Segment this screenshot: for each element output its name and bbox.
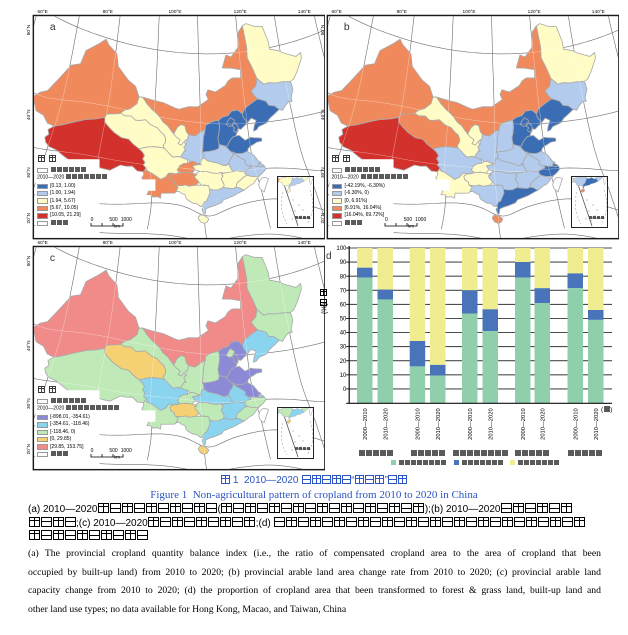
svg-text:km: km: [408, 224, 414, 229]
svg-text:140°E: 140°E: [297, 239, 310, 245]
svg-text:50: 50: [340, 317, 347, 323]
svg-text:2010—2020: 2010—2020: [384, 408, 390, 440]
svg-text:40°N: 40°N: [26, 339, 32, 350]
svg-text:20: 20: [340, 359, 347, 365]
svg-text:50°N: 50°N: [26, 255, 32, 266]
svg-text:2000—2010: 2000—2010: [416, 408, 422, 440]
svg-text:2000—2010: 2000—2010: [468, 408, 474, 440]
svg-text:120°E: 120°E: [233, 239, 246, 245]
svg-text:140°E: 140°E: [297, 8, 310, 14]
svg-text:20°N: 20°N: [320, 212, 326, 223]
svg-text:80°E: 80°E: [102, 8, 112, 14]
svg-text:60: 60: [340, 303, 347, 309]
svg-text:30: 30: [340, 345, 347, 351]
svg-text:30°N: 30°N: [26, 166, 32, 177]
svg-text:20°N: 20°N: [26, 212, 32, 223]
svg-text:20°N: 20°N: [26, 443, 32, 454]
svg-text:a: a: [49, 21, 55, 32]
svg-text:60°E: 60°E: [37, 239, 47, 245]
svg-text:30°N: 30°N: [320, 166, 326, 177]
svg-text:100°E: 100°E: [168, 239, 181, 245]
svg-text:40: 40: [340, 331, 347, 337]
svg-text:40°N: 40°N: [26, 108, 32, 119]
svg-text:140°E: 140°E: [592, 8, 605, 14]
svg-text:120°E: 120°E: [233, 8, 246, 14]
svg-text:80°E: 80°E: [397, 8, 407, 14]
svg-text:2010—2020: 2010—2020: [541, 408, 547, 440]
svg-text:50°N: 50°N: [26, 24, 32, 35]
svg-text:km: km: [114, 224, 120, 229]
svg-text:50°N: 50°N: [320, 24, 326, 35]
svg-text:2000—2010: 2000—2010: [521, 408, 527, 440]
svg-text:60°E: 60°E: [37, 8, 47, 14]
svg-text:70: 70: [340, 288, 347, 294]
svg-text:120°E: 120°E: [528, 8, 541, 14]
svg-text:100°E: 100°E: [463, 8, 476, 14]
svg-text:2010—2020: 2010—2020: [436, 408, 442, 440]
svg-text:30°N: 30°N: [26, 397, 32, 408]
svg-text:km: km: [114, 455, 120, 460]
svg-text:2000—2010: 2000—2010: [574, 408, 580, 440]
svg-text:90: 90: [340, 260, 347, 266]
svg-text:2010—2020: 2010—2020: [489, 408, 495, 440]
svg-text:2010—2020: 2010—2020: [594, 408, 600, 440]
svg-text:60°E: 60°E: [331, 8, 341, 14]
svg-text:c: c: [49, 253, 54, 264]
svg-text:d: d: [326, 251, 332, 262]
svg-text:0: 0: [343, 387, 347, 393]
svg-text:40°N: 40°N: [320, 108, 326, 119]
svg-text:100: 100: [336, 246, 347, 252]
svg-text:100°E: 100°E: [168, 8, 181, 14]
svg-text:2000—2010: 2000—2010: [363, 408, 369, 440]
svg-text:80°E: 80°E: [102, 239, 112, 245]
svg-text:10: 10: [340, 373, 347, 379]
svg-text:80: 80: [340, 274, 347, 280]
svg-text:b: b: [344, 21, 350, 32]
